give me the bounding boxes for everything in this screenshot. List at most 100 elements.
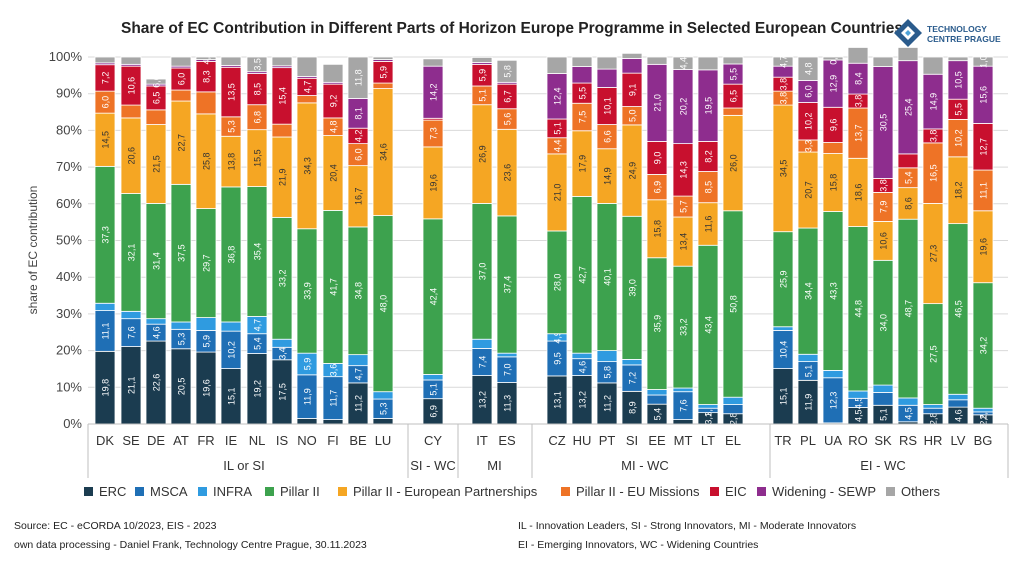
- data-label: 20,5: [177, 378, 187, 396]
- data-label: 19,5: [704, 97, 714, 115]
- group-label: MI - WC: [621, 458, 669, 473]
- y-tick-label: 0%: [63, 416, 82, 431]
- data-label: 0,6: [829, 52, 839, 65]
- data-label: 11,9: [804, 394, 814, 411]
- bar-stack-fi: 11,7 3,6 41,7 20,4 4,8 9,2: [322, 63, 344, 425]
- legend-item: MSCA: [135, 484, 188, 499]
- data-label: 7,2: [628, 372, 638, 385]
- bar-segment: [897, 47, 919, 62]
- bar-segment: [571, 66, 593, 84]
- bar-stack-hu: 13,2 4,6 42,7 17,9 7,5 5,5: [571, 56, 593, 425]
- data-label: 19,6: [202, 379, 212, 397]
- bar-stack-se: 21,1 7,6 32,1 20,6 10,6: [120, 56, 142, 425]
- data-label: 4,0: [202, 52, 212, 65]
- bar-stack-lu: 5,3 48,0 34,6 5,9: [372, 56, 394, 425]
- bar-segment: [672, 419, 694, 425]
- data-label: 41,7: [329, 278, 339, 296]
- bar-stack-si: 8,9 7,2 39,0 24,9 5,0 9,1: [621, 52, 643, 425]
- x-axis: DK SE DE AT FR IE NL IS NO FI BE LU CY IT ES CZ HU PT SI EE…: [87, 423, 1009, 478]
- y-tick-label: 90%: [56, 86, 82, 101]
- data-label: 7,6: [679, 399, 689, 412]
- x-tick-label: NL: [249, 433, 266, 448]
- bar-segment: [296, 95, 318, 104]
- data-label: 16,5: [929, 164, 939, 182]
- data-label: 6,5: [729, 90, 739, 103]
- legend: ERC MSCA INFRA Pillar II Pillar II - Europea…: [0, 484, 1024, 502]
- data-label: 46,5: [954, 300, 964, 318]
- bar-segment: [947, 393, 969, 401]
- data-label: 19,2: [253, 380, 263, 398]
- data-label: 13,2: [578, 391, 588, 409]
- data-label: 11,7: [329, 390, 339, 407]
- bar-stack-dk: 19,8 11,1 37,3 14,5 6,0 7,2: [94, 56, 116, 425]
- data-label: 21,9: [278, 168, 288, 186]
- y-tick-label: 40%: [56, 269, 82, 284]
- x-tick-label: LV: [951, 433, 966, 448]
- bar-segment: [772, 56, 794, 67]
- data-label: 6,0: [177, 73, 187, 86]
- data-label: 5,1: [429, 383, 439, 396]
- bar-segment: [822, 142, 844, 154]
- data-label: 10,6: [127, 77, 137, 95]
- x-tick-label: EE: [648, 433, 666, 448]
- data-label: 13,1: [553, 391, 563, 409]
- legend-item: Pillar II - European Partnerships: [338, 484, 537, 499]
- x-tick-label: EL: [725, 433, 741, 448]
- x-tick-label: UA: [824, 433, 842, 448]
- bar-segment: [596, 68, 618, 88]
- data-label: 6,0: [354, 148, 364, 161]
- data-label: 16,7: [354, 188, 364, 206]
- data-label: 30,5: [879, 114, 889, 132]
- bar-segment: [170, 89, 192, 102]
- data-label: 4,6: [578, 361, 588, 374]
- data-label: 5,5: [954, 103, 964, 116]
- data-label: 8,2: [704, 150, 714, 163]
- bar-stack-rs: 4,5 48,7 8,6 5,4 25,4: [897, 47, 919, 425]
- bar-segment: [571, 56, 593, 67]
- data-label: 3,8: [854, 95, 864, 108]
- legend-item: EIC: [710, 484, 747, 499]
- data-label: 18,6: [854, 184, 864, 202]
- data-label: 3,5: [253, 58, 263, 71]
- bar-segment: [546, 56, 568, 74]
- bar-stack-ro: 4,54,5 44,8 18,6 13,7 3,8 8,4: [847, 47, 869, 425]
- data-label: 4,8: [329, 120, 339, 133]
- data-label: 27,5: [929, 345, 939, 363]
- group-label: MI: [487, 458, 501, 473]
- bar-segment: [822, 56, 844, 61]
- data-label: 3,8: [929, 130, 939, 143]
- data-label: 5,8: [603, 366, 613, 379]
- data-label: 4,7: [779, 55, 789, 68]
- data-label: 20,4: [329, 164, 339, 182]
- data-label: 13,7: [854, 124, 864, 142]
- group-label: EI - WC: [860, 458, 906, 473]
- data-label: 4,7: [303, 81, 313, 94]
- bar-stack-es: 11,3 7,0 37,4 23,6 5,6 6,7 5,8: [496, 59, 518, 425]
- bar-segment: [120, 310, 142, 320]
- x-tick-label: SK: [874, 433, 892, 448]
- data-label: 5,0: [628, 109, 638, 122]
- legend-label: Others: [901, 484, 941, 499]
- data-label: 5,7: [679, 200, 689, 213]
- x-tick-label: DE: [147, 433, 165, 448]
- bar-stack-el: 2,8 50,8 26,0 6,5 5,5: [722, 56, 744, 425]
- bar-segment: [872, 384, 894, 393]
- legend-swatch: [135, 487, 144, 496]
- bar-segment: [347, 56, 369, 99]
- legend-label: EIC: [725, 484, 747, 499]
- data-label: 8,1: [354, 107, 364, 120]
- data-label: 15,1: [227, 388, 237, 406]
- bar-segment: [120, 104, 142, 119]
- data-label: 3,8: [879, 179, 889, 192]
- data-label: 6,9: [653, 181, 663, 194]
- bar-stack-pl: 11,9 5,1 34,4 20,7 3,3 10,2 6,0 4,8: [797, 56, 819, 425]
- data-label: 4,6: [152, 326, 162, 339]
- bar-stack-cy: 6,9 5,1 42,4 19,6 7,3 14,2: [422, 58, 444, 425]
- bar-segment: [847, 47, 869, 64]
- data-label: 4,6: [954, 409, 964, 422]
- bar-segment: [422, 58, 444, 67]
- x-tick-label: SE: [122, 433, 140, 448]
- x-tick-label: RO: [848, 433, 868, 448]
- processing-note: own data processing - Daniel Frank, Tech…: [14, 539, 367, 551]
- bar-segment: [94, 302, 116, 311]
